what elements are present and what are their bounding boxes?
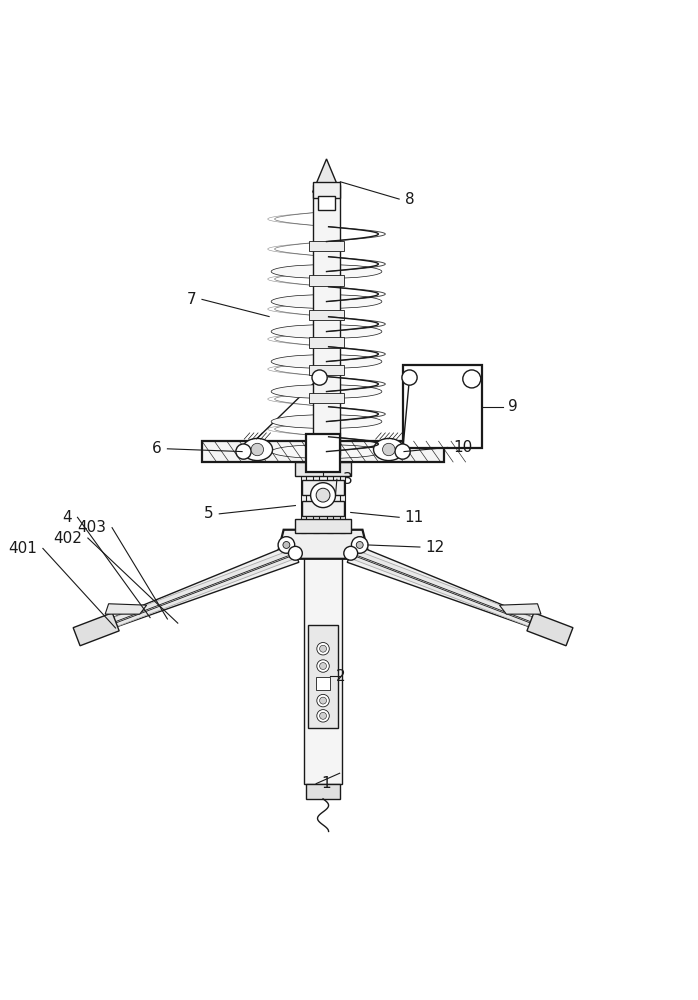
Ellipse shape [373, 438, 404, 461]
Circle shape [402, 370, 417, 385]
Bar [327, 462, 333, 533]
Circle shape [316, 488, 330, 502]
Circle shape [320, 697, 327, 704]
Ellipse shape [242, 438, 272, 461]
Text: 3: 3 [343, 472, 352, 487]
Bar [302, 480, 344, 495]
Polygon shape [527, 613, 573, 646]
Bar [202, 441, 444, 462]
Circle shape [320, 712, 327, 719]
Circle shape [283, 542, 290, 548]
Circle shape [311, 483, 336, 508]
Text: 1: 1 [322, 776, 332, 791]
Ellipse shape [271, 355, 382, 368]
Text: 7: 7 [187, 292, 196, 307]
Bar [313, 185, 341, 455]
Bar [309, 365, 345, 375]
Bar [340, 462, 346, 533]
Circle shape [236, 444, 251, 459]
Circle shape [356, 542, 363, 548]
Text: 11: 11 [405, 510, 424, 525]
Ellipse shape [271, 445, 382, 458]
Circle shape [317, 710, 329, 722]
Polygon shape [73, 613, 119, 646]
Bar [295, 462, 350, 476]
Circle shape [395, 444, 410, 459]
Circle shape [317, 643, 329, 655]
Ellipse shape [271, 265, 382, 278]
Text: 12: 12 [426, 540, 445, 555]
Bar [309, 310, 345, 320]
Bar [309, 337, 345, 348]
Bar [306, 434, 341, 472]
Circle shape [383, 443, 395, 456]
Circle shape [251, 443, 264, 456]
Bar [306, 784, 340, 799]
Circle shape [320, 663, 327, 669]
Text: 403: 403 [77, 520, 107, 535]
Circle shape [320, 645, 327, 652]
Circle shape [344, 546, 357, 560]
Ellipse shape [271, 295, 382, 308]
Text: 10: 10 [453, 440, 473, 455]
Circle shape [317, 660, 329, 672]
Bar [301, 462, 306, 533]
Text: 8: 8 [405, 192, 415, 207]
Circle shape [351, 537, 368, 553]
Ellipse shape [271, 415, 382, 428]
Bar [309, 393, 345, 403]
Bar [313, 182, 341, 198]
Bar [403, 365, 482, 448]
Circle shape [288, 546, 302, 560]
Text: 9: 9 [508, 399, 518, 414]
Bar [309, 275, 345, 286]
Ellipse shape [271, 325, 382, 338]
Polygon shape [105, 604, 147, 614]
Circle shape [463, 370, 481, 388]
Bar [304, 462, 343, 784]
Text: 6: 6 [152, 441, 162, 456]
Text: 401: 401 [8, 541, 38, 556]
Bar [302, 501, 344, 516]
Bar [308, 625, 339, 728]
Polygon shape [349, 549, 540, 629]
Bar [309, 241, 345, 251]
Polygon shape [107, 549, 297, 629]
Text: 402: 402 [54, 531, 82, 546]
Polygon shape [107, 544, 299, 629]
Text: 4: 4 [62, 510, 72, 525]
Ellipse shape [271, 385, 382, 398]
Circle shape [312, 370, 327, 385]
Circle shape [317, 694, 329, 707]
Polygon shape [313, 159, 341, 192]
Text: 5: 5 [204, 506, 214, 521]
Bar [318, 196, 335, 210]
Bar [295, 519, 350, 533]
Polygon shape [278, 530, 368, 559]
Circle shape [278, 537, 295, 553]
Polygon shape [348, 544, 540, 629]
Text: 2: 2 [336, 669, 345, 684]
Bar [316, 677, 330, 690]
Polygon shape [500, 604, 541, 614]
Bar [313, 462, 319, 533]
